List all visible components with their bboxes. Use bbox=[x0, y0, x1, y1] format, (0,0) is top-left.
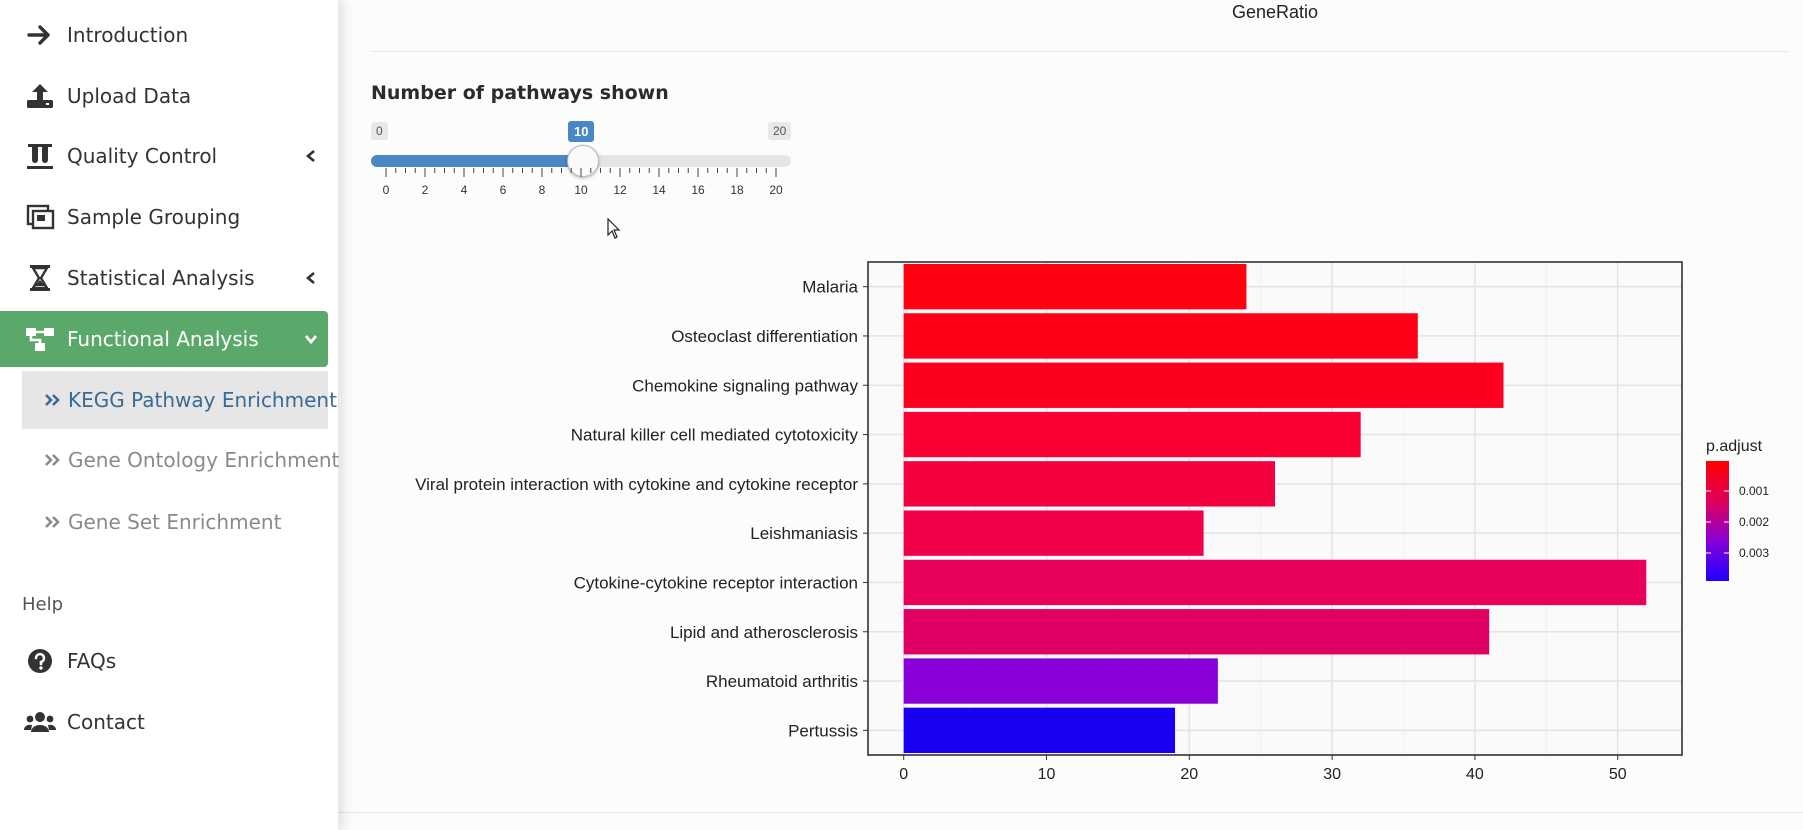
x-tick-label: 50 bbox=[1609, 766, 1627, 783]
nav-item-introduction[interactable]: Introduction bbox=[0, 7, 328, 63]
sub-item-label: KEGG Pathway Enrichment bbox=[68, 388, 337, 412]
chevron-down-icon bbox=[304, 335, 318, 345]
slider-tick-label: 16 bbox=[691, 183, 705, 197]
nav-item-label: Introduction bbox=[67, 23, 189, 47]
users-icon bbox=[24, 712, 56, 732]
slider-value-label: 10 bbox=[568, 121, 595, 142]
slider-tick-label: 2 bbox=[422, 183, 429, 197]
bar bbox=[903, 609, 1490, 655]
slider-handle[interactable] bbox=[567, 145, 599, 177]
slider-tick-label: 6 bbox=[500, 183, 507, 197]
nav-item-contact[interactable]: Contact bbox=[0, 694, 328, 750]
slider-fill bbox=[371, 155, 582, 167]
x-tick-label: 30 bbox=[1323, 766, 1341, 783]
help-section-header: Help bbox=[22, 594, 64, 615]
y-tick-label: Rheumatoid arthritis bbox=[706, 672, 858, 691]
slider-tick-label: 18 bbox=[730, 183, 744, 197]
chevron-left-icon bbox=[305, 150, 315, 162]
upload-icon bbox=[27, 84, 53, 108]
bar bbox=[903, 313, 1418, 359]
sub-item-gene-set-enrichment[interactable]: Gene Set Enrichment bbox=[22, 493, 328, 551]
nav-item-label: Contact bbox=[67, 710, 145, 734]
bar bbox=[903, 707, 1176, 754]
mouse-cursor-icon bbox=[607, 218, 621, 239]
x-tick-label: 10 bbox=[1038, 766, 1056, 783]
nav-item-sample-grouping[interactable]: Sample Grouping bbox=[0, 189, 328, 245]
plot-border bbox=[867, 261, 1683, 756]
nav-item-label: Quality Control bbox=[67, 144, 218, 168]
double-chevron-right-icon bbox=[45, 454, 60, 466]
y-tick-label: Natural killer cell mediated cytotoxicit… bbox=[571, 426, 859, 445]
legend-tick-label: 0.001 bbox=[1739, 484, 1769, 498]
bar bbox=[903, 362, 1504, 408]
slider-tick-label: 0 bbox=[383, 183, 390, 197]
double-chevron-right-icon bbox=[45, 394, 60, 406]
sub-item-label: Gene Ontology Enrichment bbox=[68, 448, 340, 472]
slider-ticks: 0 2 4 6 8 10 12 14 16 18 20 bbox=[383, 168, 783, 197]
nav-item-statistical-analysis[interactable]: Statistical Analysis bbox=[0, 250, 328, 306]
slider-max-label: 20 bbox=[768, 122, 792, 140]
section-divider bbox=[371, 51, 1787, 52]
x-tick-label: 20 bbox=[1180, 766, 1198, 783]
sub-item-gene-ontology-enrichment[interactable]: Gene Ontology Enrichment bbox=[22, 431, 339, 489]
nav-item-label: FAQs bbox=[67, 649, 117, 673]
slider-min-label: 0 bbox=[371, 122, 388, 140]
bar bbox=[903, 510, 1204, 556]
slider-tick-label: 8 bbox=[539, 183, 546, 197]
test-tubes-icon bbox=[27, 144, 53, 169]
sitemap-icon bbox=[26, 328, 54, 351]
legend-colorbar bbox=[1706, 461, 1729, 581]
slider-tick-label: 20 bbox=[769, 183, 783, 197]
slider-tick-label: 14 bbox=[652, 183, 666, 197]
sidebar: Introduction Upload Data Quality Control… bbox=[0, 0, 339, 830]
legend-tick-label: 0.003 bbox=[1739, 546, 1769, 560]
slider-tick-label: 4 bbox=[461, 183, 468, 197]
y-tick-label: Lipid and atherosclerosis bbox=[670, 623, 858, 642]
nav-item-label: Sample Grouping bbox=[67, 205, 241, 229]
legend-tick-label: 0.002 bbox=[1739, 515, 1769, 529]
nav-item-label: Upload Data bbox=[67, 84, 192, 108]
slider-title: Number of pathways shown bbox=[371, 82, 669, 104]
nav-item-quality-control[interactable]: Quality Control bbox=[0, 128, 328, 184]
bar bbox=[903, 263, 1247, 310]
previous-plot-axis-label: GeneRatio bbox=[1232, 2, 1319, 22]
x-tick-label: 0 bbox=[899, 766, 908, 783]
nav-item-functional-analysis[interactable]: Functional Analysis bbox=[0, 311, 328, 367]
slider-tick-label: 10 bbox=[574, 183, 588, 197]
grouping-icon bbox=[26, 204, 55, 230]
slider-tick-label: 12 bbox=[613, 183, 627, 197]
y-tick-label: Osteoclast differentiation bbox=[671, 327, 858, 346]
arrow-right-icon bbox=[27, 25, 50, 45]
y-tick-label: Pertussis bbox=[788, 721, 858, 740]
question-circle-icon bbox=[28, 649, 52, 673]
bar bbox=[903, 658, 1218, 704]
nav-item-label: Statistical Analysis bbox=[67, 266, 255, 290]
sub-item-label: Gene Set Enrichment bbox=[68, 510, 282, 534]
sub-item-kegg-pathway-enrichment[interactable]: KEGG Pathway Enrichment bbox=[22, 371, 337, 429]
bottom-divider bbox=[338, 812, 1803, 813]
bar bbox=[903, 411, 1361, 458]
y-tick-label: Viral protein interaction with cytokine … bbox=[415, 475, 858, 494]
nav-item-label: Functional Analysis bbox=[67, 327, 259, 351]
double-chevron-right-icon bbox=[45, 516, 60, 528]
bar bbox=[903, 559, 1647, 606]
y-tick-label: Leishmaniasis bbox=[750, 524, 858, 543]
y-tick-label: Malaria bbox=[802, 278, 858, 297]
y-tick-label: Cytokine-cytokine receptor interaction bbox=[574, 573, 858, 592]
x-tick-label: 40 bbox=[1466, 766, 1484, 783]
nav-item-faqs[interactable]: FAQs bbox=[0, 633, 328, 689]
legend-title: p.adjust bbox=[1706, 438, 1763, 455]
bar bbox=[903, 461, 1275, 507]
hourglass-icon bbox=[30, 265, 50, 291]
nav-item-upload-data[interactable]: Upload Data bbox=[0, 68, 328, 124]
y-tick-label: Chemokine signaling pathway bbox=[632, 376, 858, 395]
chevron-left-icon bbox=[305, 272, 315, 284]
